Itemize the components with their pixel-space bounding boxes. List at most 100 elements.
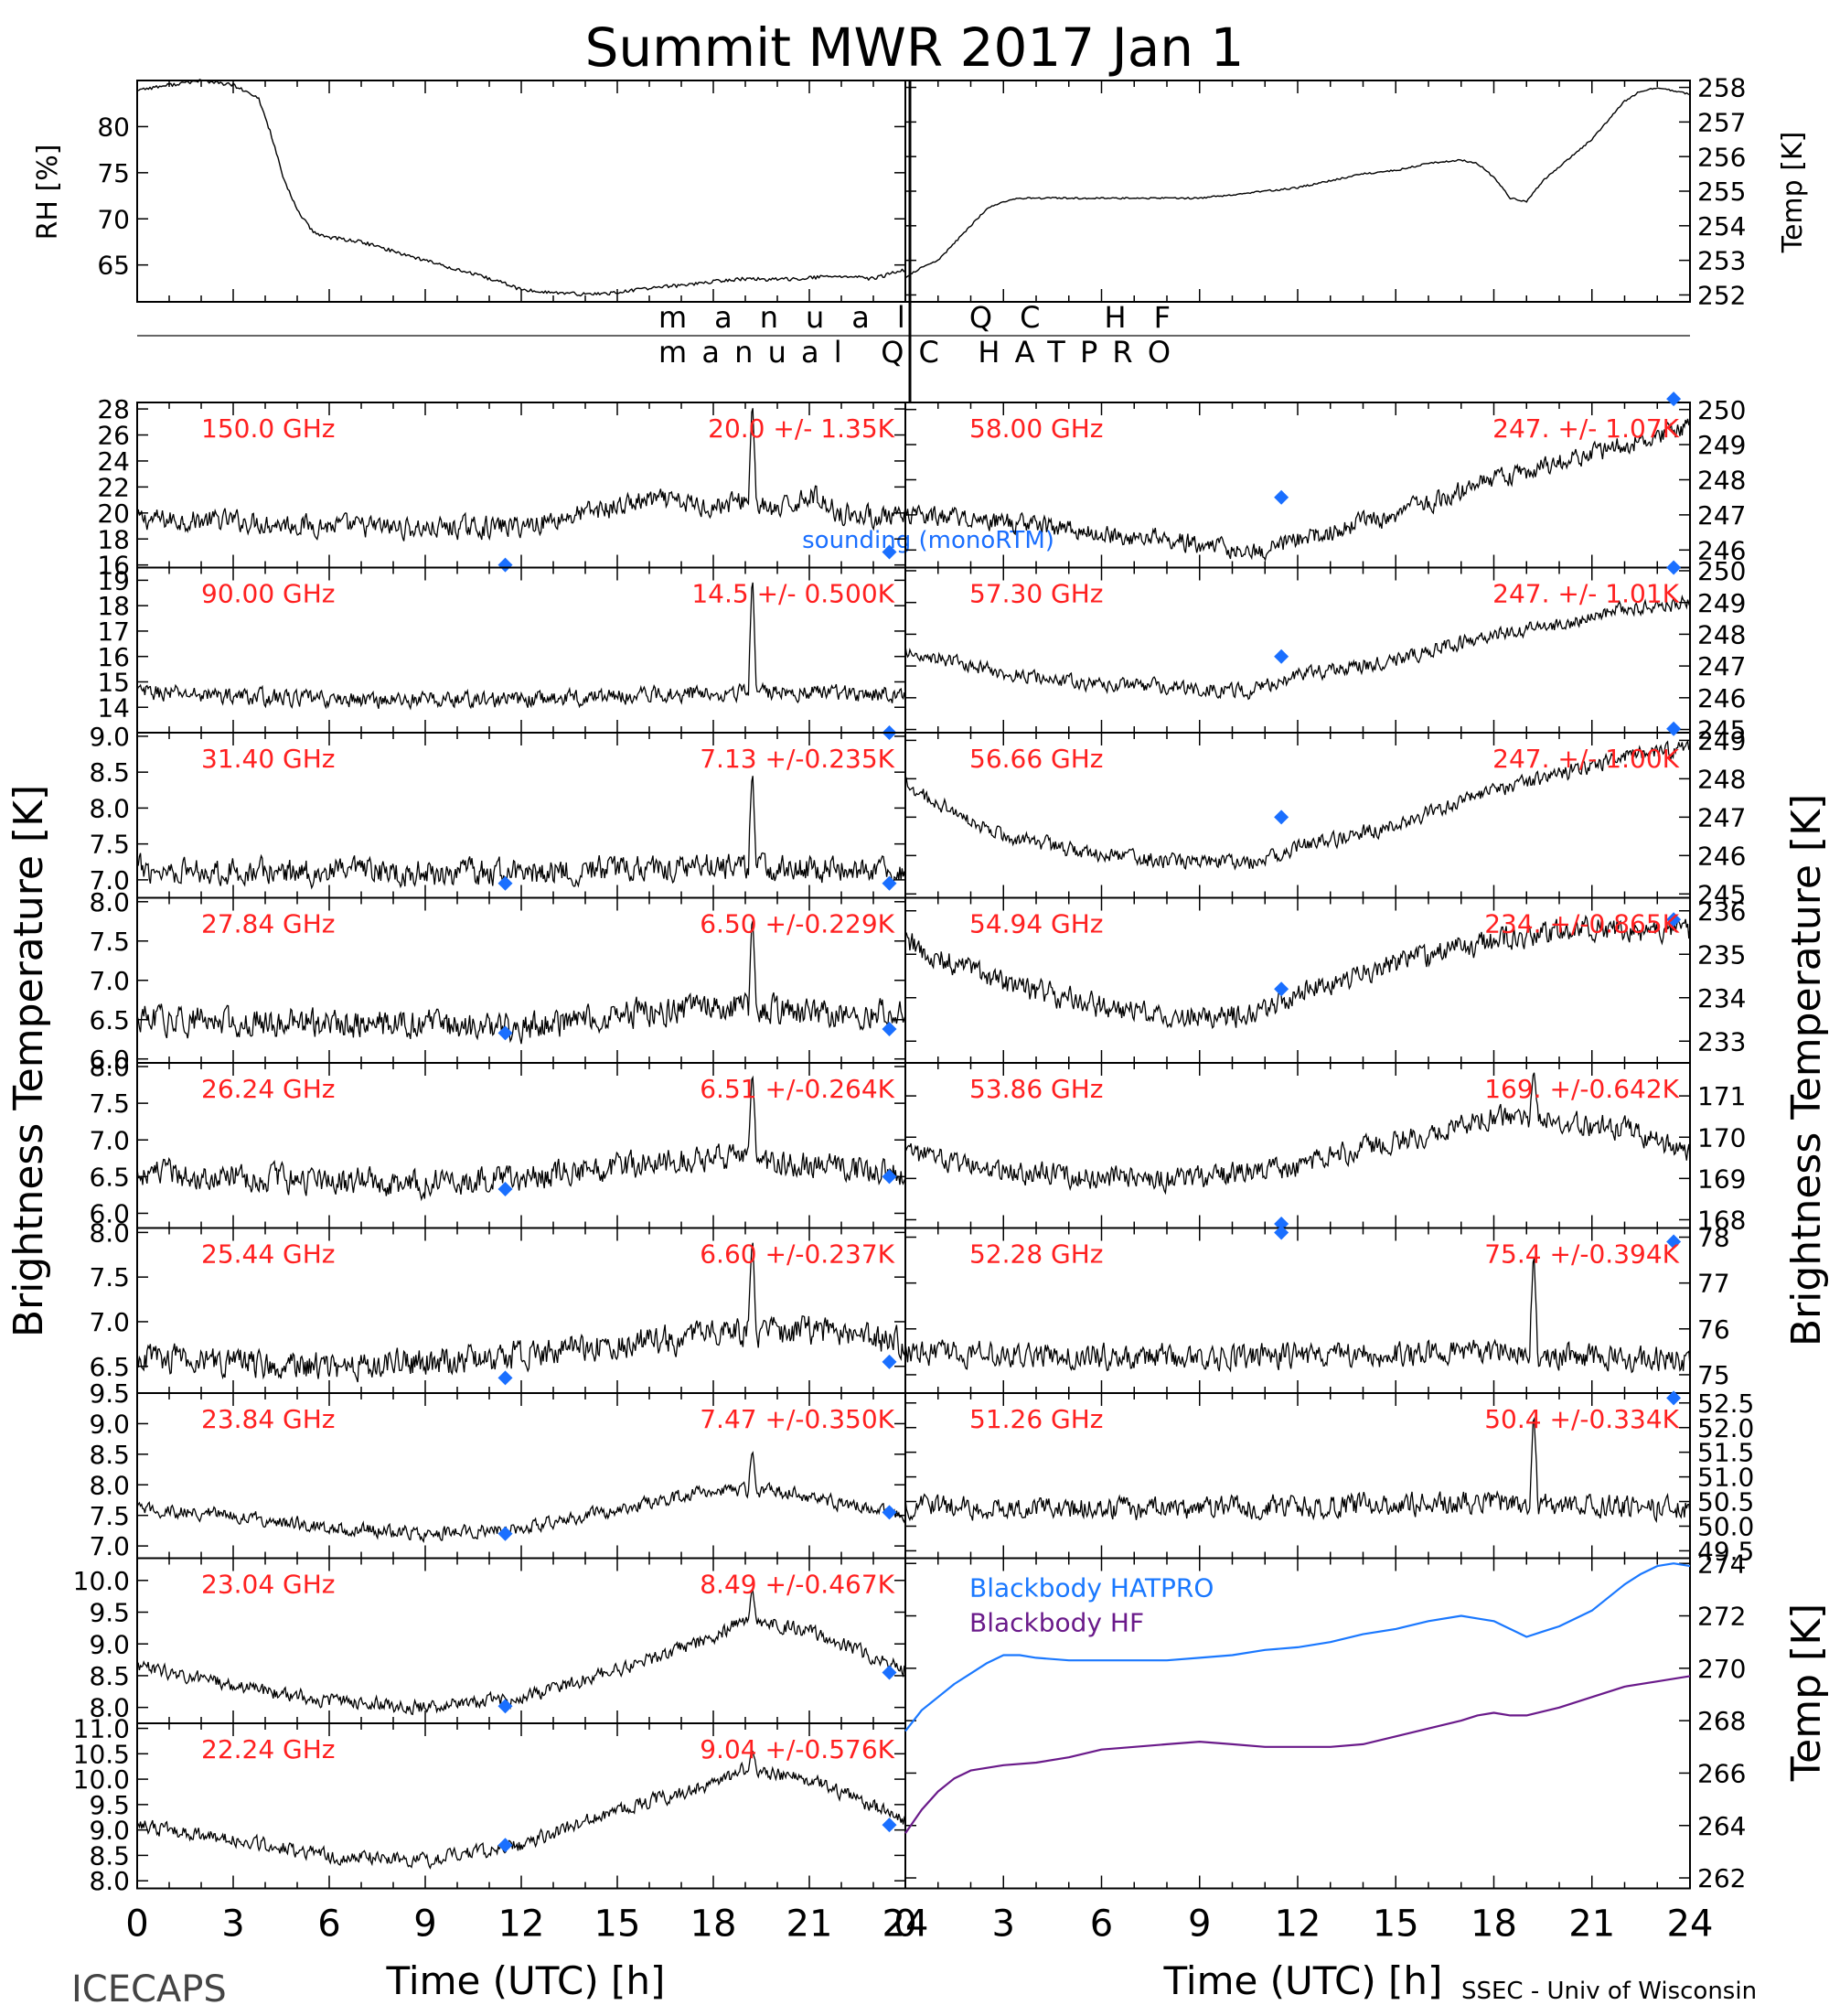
y-tick-label: 252 <box>1697 281 1746 311</box>
channel-trace-line <box>905 915 1690 1029</box>
x-tick-label: 9 <box>413 1903 436 1946</box>
y-tick-label: 246 <box>1697 841 1746 871</box>
channel-stats-label: 8.49 +/-0.467K <box>700 1570 894 1600</box>
sounding-marker <box>882 1169 897 1185</box>
channel-trace-line <box>905 418 1690 563</box>
y-tick-label: 52.0 <box>1697 1413 1754 1443</box>
sounding-marker <box>882 544 897 560</box>
y-tick-label: 8.0 <box>89 1470 130 1500</box>
channel-trace-group <box>905 1258 1690 1374</box>
y-tick-label: 253 <box>1697 246 1746 276</box>
x-tick-label: 24 <box>882 1903 929 1946</box>
y-tick-label: 7.0 <box>89 1307 130 1337</box>
channel-frequency-label: 31.40 GHz <box>201 744 336 774</box>
y-tick-label: 171 <box>1697 1081 1746 1111</box>
channel-trace-group <box>905 418 1690 563</box>
y-tick-label: 16 <box>97 551 130 581</box>
channel-trace-group <box>905 1072 1690 1196</box>
sounding-marker <box>882 1354 897 1369</box>
y-tick-label: 8.0 <box>89 793 130 823</box>
y-tick-label: 8.0 <box>89 1217 130 1248</box>
y-tick-label: 18 <box>97 591 130 621</box>
x-tick-label: 9 <box>1188 1903 1211 1946</box>
channel-trace-group <box>137 920 905 1045</box>
x-tick-label: 21 <box>786 1903 833 1946</box>
footer-left: ICECAPS <box>71 1968 227 2011</box>
y-tick-label: 268 <box>1697 1706 1746 1736</box>
y-tick-label: 248 <box>1697 764 1746 794</box>
y-tick-label: 266 <box>1697 1759 1746 1789</box>
channel-stats-label: 14.5 +/- 0.500K <box>691 579 894 609</box>
y-tick-label: 245 <box>1697 715 1746 745</box>
sounding-marker <box>882 1022 897 1037</box>
y-tick-label: 250 <box>1697 556 1746 586</box>
y-tick-label: 9.0 <box>89 1816 130 1846</box>
channel-trace-line <box>137 1589 905 1716</box>
channel-frequency-label: 57.30 GHz <box>969 579 1104 609</box>
y-tick-label: 6.0 <box>89 1045 130 1075</box>
channel-frequency-label: 58.00 GHz <box>969 413 1104 444</box>
sounding-marker <box>1666 1390 1682 1406</box>
channel-stats-label: 234. +/-0.865K <box>1484 909 1679 939</box>
y-tick-label: 169 <box>1697 1163 1746 1194</box>
channel-trace-line <box>137 408 905 542</box>
y-tick-label: 170 <box>1697 1122 1746 1153</box>
sounding-marker <box>497 1370 513 1386</box>
channel-trace-group <box>905 915 1690 1029</box>
channel-stats-label: 247. +/- 1.01K <box>1492 579 1679 609</box>
channel-trace-line <box>137 920 905 1045</box>
y-tick-label: 51.5 <box>1697 1438 1754 1468</box>
sounding-marker <box>882 875 897 891</box>
y-tick-label: 75 <box>97 158 130 188</box>
channel-frequency-label: 51.26 GHz <box>969 1404 1104 1434</box>
y-tick-label: 257 <box>1697 107 1746 137</box>
x-tick-label: 12 <box>1275 1903 1321 1946</box>
rh-series-line <box>136 79 906 297</box>
sounding-marker <box>1666 1234 1682 1249</box>
y-tick-label: 6.5 <box>89 1005 130 1035</box>
channel-frequency-label: 25.44 GHz <box>201 1239 336 1270</box>
x-tick-label: 21 <box>1568 1903 1615 1946</box>
channel-trace-line <box>905 1258 1690 1374</box>
y-tick-label: 234 <box>1697 983 1746 1013</box>
channel-frequency-label: 53.86 GHz <box>969 1074 1104 1104</box>
channel-trace-line <box>137 582 905 711</box>
y-tick-label: 20 <box>97 499 130 529</box>
y-tick-label: 256 <box>1697 142 1746 172</box>
x-tick-label: 0 <box>893 1903 916 1946</box>
y-tick-label: 9.0 <box>89 722 130 752</box>
y-tick-label: 8.5 <box>89 1440 130 1470</box>
channel-frequency-label: 26.24 GHz <box>201 1074 336 1104</box>
channel-trace-line <box>137 1075 905 1202</box>
x-tick-label: 6 <box>1090 1903 1113 1946</box>
y-tick-label: 76 <box>1697 1314 1730 1345</box>
x-tick-label: 0 <box>125 1903 148 1946</box>
y-tick-label: 270 <box>1697 1654 1746 1684</box>
channel-stats-label: 247. +/- 1.07K <box>1492 413 1679 444</box>
channel-frequency-label: 54.94 GHz <box>969 909 1104 939</box>
y-tick-label: 7.5 <box>89 1262 130 1292</box>
y-tick-label: 274 <box>1697 1549 1746 1579</box>
y-tick-label: 7.0 <box>89 966 130 996</box>
y-tick-label: 7.0 <box>89 1531 130 1561</box>
x-tick-label: 6 <box>317 1903 340 1946</box>
channel-frequency-label: 27.84 GHz <box>201 909 336 939</box>
channel-frequency-label: 23.04 GHz <box>201 1570 336 1600</box>
channel-trace-group <box>137 776 905 890</box>
sounding-marker <box>497 875 513 891</box>
y-tick-label: 8.0 <box>89 887 130 917</box>
y-tick-label: 246 <box>1697 535 1746 565</box>
sounding-marker <box>1274 810 1289 825</box>
y-tick-label: 80 <box>97 112 130 142</box>
channel-trace-line <box>905 594 1690 701</box>
y-tick-label: 75 <box>1697 1360 1730 1390</box>
brightness-axis-label-right: Brightness Temperature [K] <box>1783 794 1829 1346</box>
channel-trace-group <box>137 1750 905 1870</box>
y-tick-label: 255 <box>1697 177 1746 207</box>
x-tick-label: 18 <box>690 1903 737 1946</box>
blackbody-hf-line <box>904 1675 1691 1834</box>
y-tick-label: 49.5 <box>1697 1536 1754 1566</box>
y-tick-label: 16 <box>97 642 130 672</box>
